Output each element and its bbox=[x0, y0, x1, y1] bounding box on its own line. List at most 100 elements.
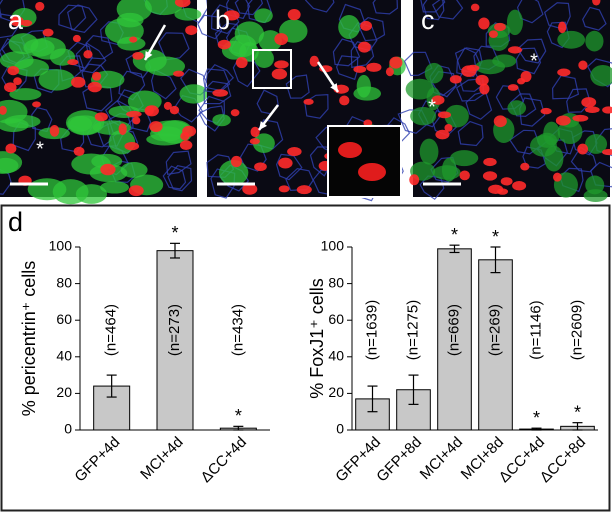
green-cell bbox=[543, 122, 560, 146]
red-nucleus bbox=[572, 115, 588, 122]
red-nucleus bbox=[132, 117, 140, 125]
red-nucleus bbox=[497, 188, 508, 194]
green-cell bbox=[254, 8, 273, 23]
red-nucleus bbox=[5, 143, 16, 153]
y-tick-label: 80 bbox=[56, 274, 72, 290]
red-nucleus bbox=[483, 171, 497, 180]
red-nucleus bbox=[218, 40, 231, 50]
red-nucleus bbox=[279, 185, 290, 192]
red-nucleus bbox=[558, 22, 566, 33]
red-nucleus bbox=[478, 17, 489, 29]
red-nucleus bbox=[185, 25, 197, 35]
red-nucleus bbox=[278, 158, 292, 169]
y-tick-label: 20 bbox=[56, 384, 72, 400]
green-cell bbox=[28, 178, 67, 200]
red-nucleus bbox=[541, 108, 552, 114]
red-nucleus bbox=[32, 101, 41, 107]
y-tick-label: 60 bbox=[56, 311, 72, 327]
significance-star: * bbox=[574, 402, 581, 422]
green-cell bbox=[117, 13, 144, 28]
red-nucleus bbox=[438, 111, 451, 118]
y-tick-label: 0 bbox=[64, 421, 72, 437]
inset bbox=[328, 126, 401, 197]
y-tick-label: 20 bbox=[328, 384, 344, 400]
red-nucleus bbox=[358, 42, 371, 53]
red-nucleus bbox=[231, 156, 242, 167]
red-nucleus bbox=[43, 29, 54, 37]
red-nucleus bbox=[360, 21, 372, 31]
red-nucleus bbox=[366, 63, 381, 72]
red-nucleus bbox=[577, 144, 588, 155]
asterisk: * bbox=[530, 50, 538, 72]
green-cell bbox=[585, 176, 604, 195]
red-nucleus bbox=[71, 77, 85, 88]
micrograph bbox=[0, 0, 210, 204]
red-nucleus bbox=[553, 173, 562, 182]
n-label: (n=464) bbox=[103, 304, 120, 356]
red-nucleus bbox=[556, 116, 571, 126]
red-nucleus bbox=[180, 140, 192, 150]
red-nucleus bbox=[444, 124, 452, 132]
red-nucleus bbox=[254, 162, 267, 171]
green-cell bbox=[585, 31, 603, 52]
red-nucleus bbox=[129, 36, 137, 42]
asterisk: * bbox=[428, 96, 436, 118]
red-nucleus bbox=[144, 105, 158, 116]
significance-star: * bbox=[533, 408, 540, 428]
red-nucleus bbox=[126, 111, 142, 117]
green-cell bbox=[338, 15, 360, 39]
y-tick-label: 100 bbox=[49, 238, 73, 254]
red-nucleus bbox=[274, 33, 288, 45]
green-cell bbox=[14, 59, 49, 77]
y-tick-label: 0 bbox=[336, 421, 344, 437]
red-nucleus bbox=[459, 170, 469, 180]
significance-star: * bbox=[171, 223, 178, 243]
red-nucleus bbox=[489, 30, 498, 38]
red-nucleus bbox=[287, 147, 302, 156]
panel-label: b bbox=[215, 5, 230, 35]
y-tick-label: 40 bbox=[56, 348, 72, 364]
red-nucleus bbox=[164, 102, 172, 110]
red-nucleus bbox=[236, 57, 248, 68]
red-nucleus bbox=[35, 2, 44, 11]
panel-label: c bbox=[421, 5, 435, 35]
red-nucleus bbox=[182, 126, 196, 137]
red-nucleus bbox=[389, 57, 402, 69]
red-nucleus bbox=[386, 67, 394, 76]
green-cell bbox=[212, 114, 230, 126]
green-cell bbox=[420, 139, 439, 165]
green-cell bbox=[357, 75, 371, 98]
y-tick-label: 40 bbox=[328, 348, 344, 364]
inset-spot bbox=[358, 163, 386, 181]
red-nucleus bbox=[581, 97, 596, 107]
significance-star: * bbox=[492, 227, 499, 247]
red-nucleus bbox=[512, 181, 526, 191]
red-nucleus bbox=[450, 75, 462, 84]
red-nucleus bbox=[7, 66, 19, 75]
significance-star: * bbox=[451, 225, 458, 245]
red-nucleus bbox=[310, 56, 319, 67]
n-label: (n=434) bbox=[229, 304, 246, 356]
red-nucleus bbox=[521, 71, 532, 82]
red-nucleus bbox=[129, 185, 144, 196]
green-cell bbox=[492, 54, 516, 67]
red-nucleus bbox=[585, 106, 600, 113]
y-axis-label: % FoxJ1⁺ cells bbox=[307, 278, 327, 399]
red-nucleus bbox=[274, 60, 289, 68]
red-nucleus bbox=[88, 82, 102, 92]
red-nucleus bbox=[250, 138, 260, 144]
red-nucleus bbox=[297, 185, 312, 194]
red-nucleus bbox=[578, 60, 587, 69]
n-label: (n=669) bbox=[445, 304, 462, 356]
red-nucleus bbox=[353, 66, 366, 73]
red-nucleus bbox=[124, 142, 139, 150]
red-nucleus bbox=[251, 127, 260, 137]
y-tick-label: 100 bbox=[321, 238, 345, 254]
n-label: (n=1275) bbox=[404, 300, 421, 360]
red-nucleus bbox=[95, 112, 108, 121]
red-nucleus bbox=[119, 123, 127, 135]
y-tick-label: 80 bbox=[328, 274, 344, 290]
red-nucleus bbox=[471, 4, 480, 12]
red-nucleus bbox=[67, 59, 78, 65]
